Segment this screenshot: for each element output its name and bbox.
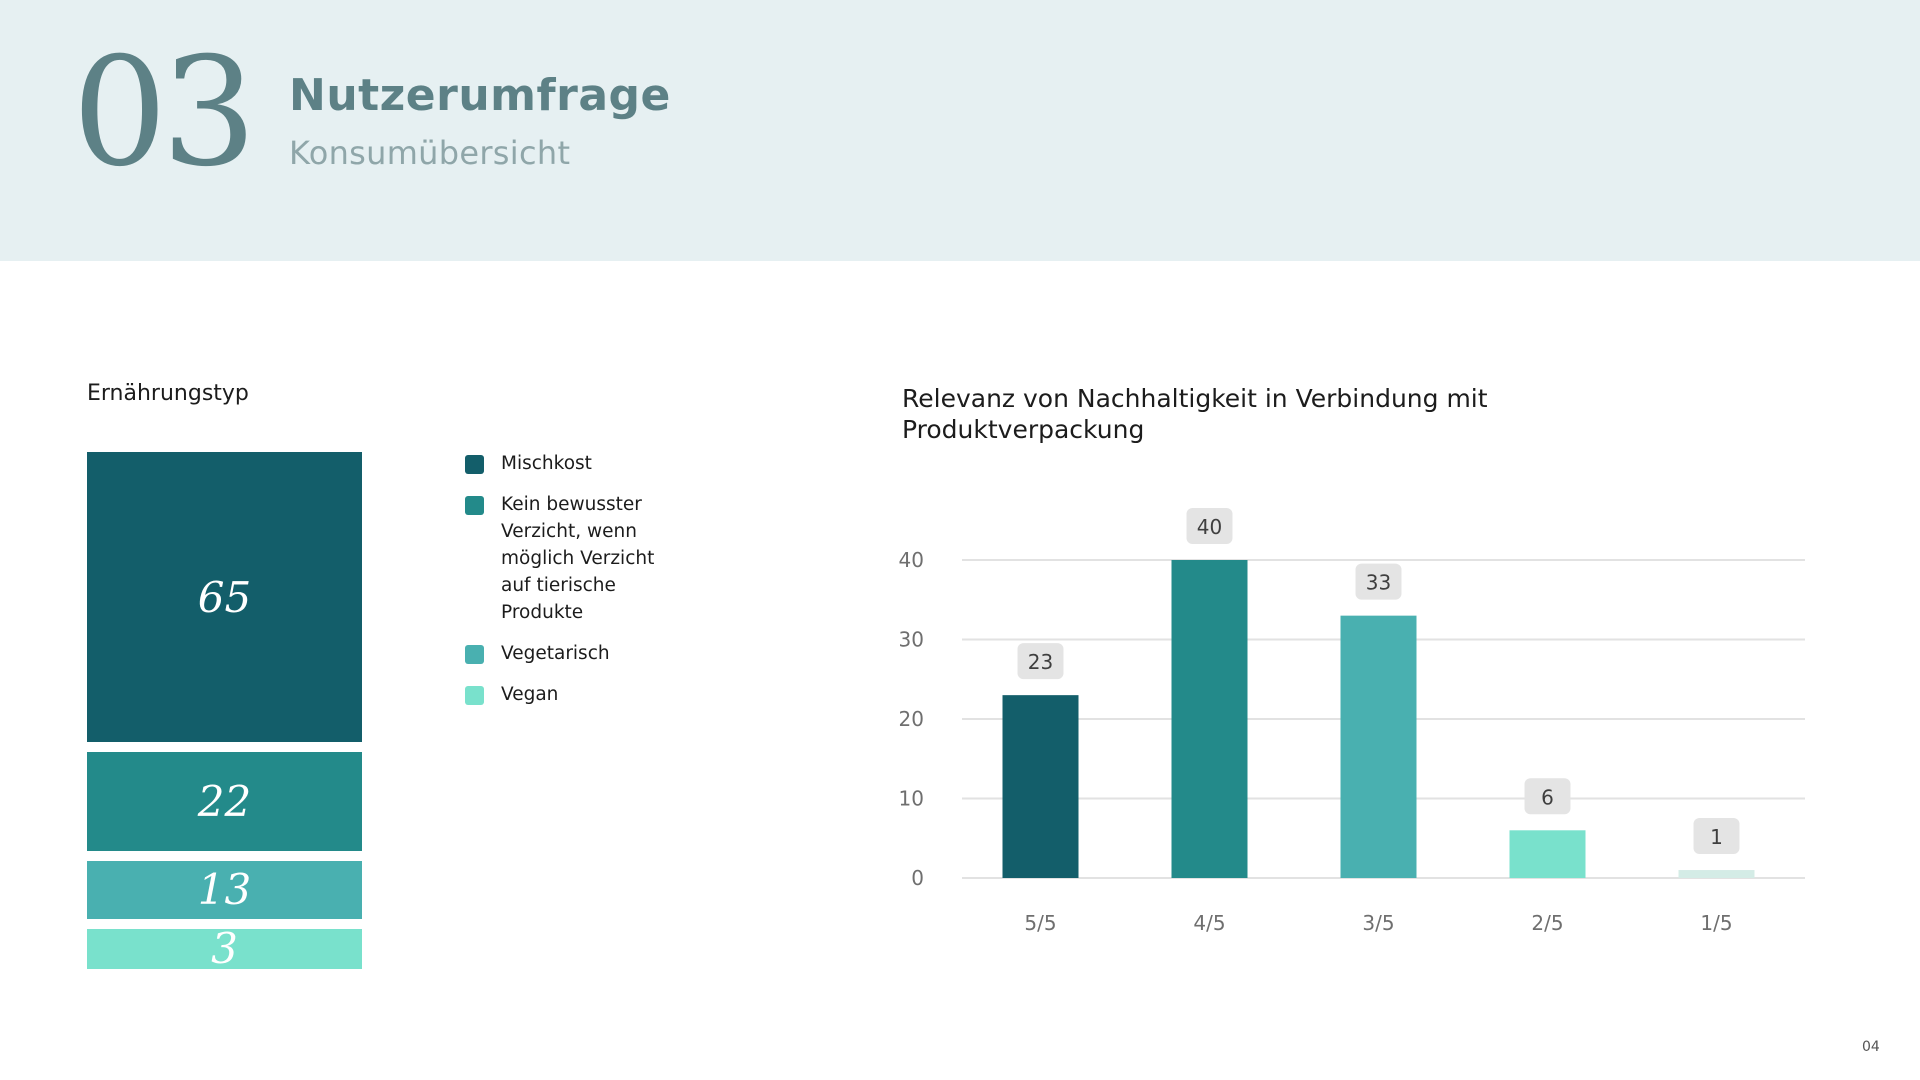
legend-swatch: [465, 496, 484, 515]
page-subtitle: Konsumübersicht: [289, 134, 571, 172]
legend-swatch: [465, 686, 484, 705]
legend-label: Mischkost: [501, 453, 592, 474]
y-tick-label: 20: [899, 707, 924, 731]
legend-item-vegetarisch: Vegetarisch: [465, 640, 705, 667]
legend-label: Vegetarisch: [501, 643, 610, 664]
bar-chart: 0 10 20 30 40 23 5/5 40 4/5 33 3/5 6 2/5 1 1/5: [899, 508, 1805, 935]
header-band: 03 Nutzerumfrage Konsumübersicht: [0, 0, 1920, 261]
bar: [1340, 615, 1417, 878]
bar: [1678, 870, 1755, 878]
legend-item-vegan: Vegan: [465, 681, 705, 708]
legend-label: Kein bewusster Verzicht, wenn möglich Ve…: [501, 494, 655, 623]
bar: [1002, 695, 1079, 878]
data-label-box: [1524, 778, 1571, 815]
legend-swatch: [465, 455, 484, 474]
data-label: 1: [1710, 825, 1723, 849]
data-label-box: [1017, 643, 1064, 680]
page-number: 04: [1862, 1039, 1880, 1055]
data-label: 23: [1028, 650, 1053, 674]
data-label: 33: [1366, 571, 1391, 595]
bar: [1171, 560, 1248, 878]
data-label-box: [1186, 508, 1233, 544]
bar-chart-title: Relevanz von Nachhaltigkeit in Verbindun…: [902, 384, 1488, 444]
diet-legend: Mischkost Kein bewusster Verzicht, wenn …: [465, 450, 705, 722]
diet-segment-block: 65: [87, 452, 362, 743]
data-label: 40: [1197, 515, 1222, 539]
x-tick-label: 5/5: [1024, 911, 1056, 935]
legend-item-mischkost: Mischkost: [465, 450, 705, 477]
y-tick-label: 10: [899, 787, 924, 811]
legend-label: Vegan: [501, 684, 559, 705]
diet-segment-block: 13: [87, 860, 362, 919]
y-tick-label: 0: [911, 866, 924, 890]
x-tick-label: 3/5: [1362, 911, 1394, 935]
legend-swatch: [465, 645, 484, 664]
diet-segment-block: 22: [87, 752, 362, 851]
y-tick-label: 40: [899, 548, 924, 572]
y-tick-label: 30: [899, 628, 924, 652]
data-label: 6: [1541, 785, 1554, 809]
page-title: Nutzerumfrage: [289, 70, 671, 121]
data-label-box: [1355, 563, 1402, 600]
diet-segment-block: 3: [87, 924, 362, 973]
bar: [1509, 830, 1586, 878]
data-label-box: [1693, 818, 1740, 855]
x-tick-label: 4/5: [1193, 911, 1225, 935]
x-tick-label: 1/5: [1700, 911, 1732, 935]
x-tick-label: 2/5: [1531, 911, 1563, 935]
section-number: 03: [72, 26, 257, 200]
diet-chart-title: Ernährungstyp: [87, 381, 249, 406]
legend-item-kein-verzicht: Kein bewusster Verzicht, wenn möglich Ve…: [465, 491, 665, 626]
